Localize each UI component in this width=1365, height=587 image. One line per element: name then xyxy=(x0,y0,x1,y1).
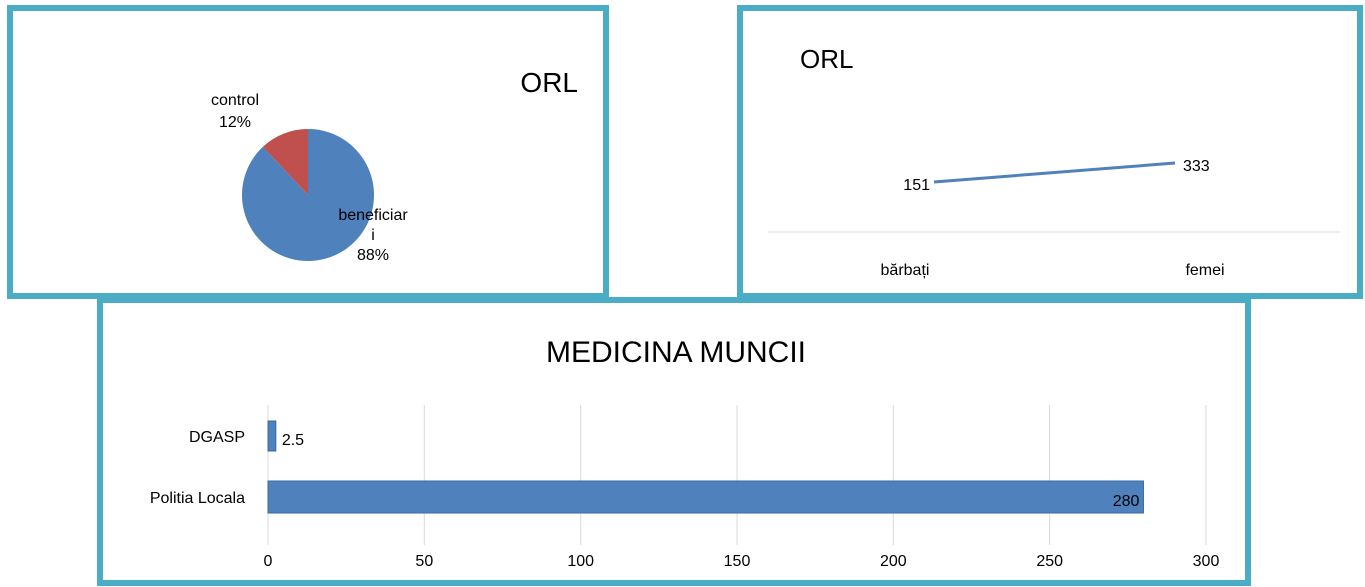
pie-slice xyxy=(242,129,374,261)
value-label: 12% xyxy=(219,114,251,131)
y-tick-label: Politia Locala xyxy=(150,490,245,507)
panel xyxy=(97,297,1251,586)
value-label: 88% xyxy=(356,247,390,264)
x-tick-label: 100 xyxy=(567,553,594,570)
pie-slice xyxy=(262,129,308,195)
x-tick-label: bărbați xyxy=(881,262,930,279)
value-label: 333 xyxy=(1183,158,1210,175)
bar xyxy=(267,480,1144,514)
y-tick-label: DGASP xyxy=(189,429,245,446)
x-tick-label: 0 xyxy=(264,553,273,570)
x-tick-label: 250 xyxy=(1036,553,1063,570)
panel xyxy=(737,5,1363,299)
chart-title: MEDICINA MUNCII xyxy=(546,336,806,369)
bar xyxy=(267,420,277,452)
chart-title: ORL xyxy=(520,67,578,98)
value-label: 2.5 xyxy=(282,432,304,449)
category-label: beneficiari xyxy=(338,207,408,244)
x-tick-label: 50 xyxy=(415,553,433,570)
line xyxy=(933,161,1176,184)
value-label: 151 xyxy=(903,177,930,194)
pie-label: beneficiari 88% xyxy=(337,206,409,266)
category-label: control xyxy=(211,92,259,109)
x-tick-label: femei xyxy=(1185,262,1224,279)
chart-title: ORL xyxy=(800,44,853,74)
value-label: 280 xyxy=(1113,493,1140,510)
x-tick-label: 200 xyxy=(880,553,907,570)
x-tick-label: 300 xyxy=(1193,553,1220,570)
x-tick-label: 150 xyxy=(724,553,751,570)
